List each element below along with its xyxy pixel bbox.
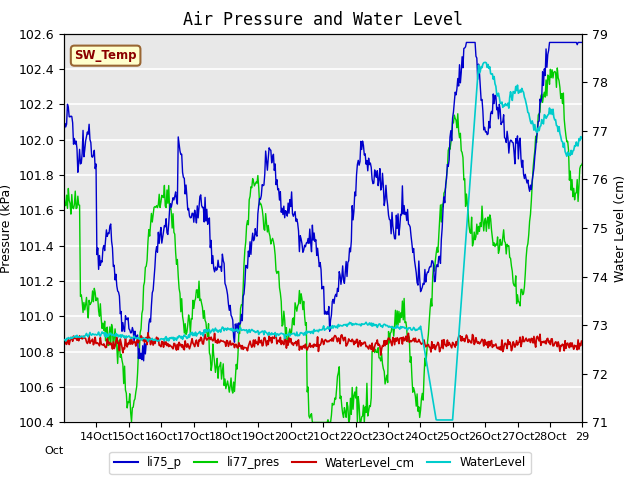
Legend: li75_p, li77_pres, WaterLevel_cm, WaterLevel: li75_p, li77_pres, WaterLevel_cm, WaterL… (109, 452, 531, 474)
Text: SW_Temp: SW_Temp (74, 49, 137, 62)
Y-axis label: Pressure (kPa): Pressure (kPa) (0, 183, 13, 273)
Text: Oct: Oct (45, 446, 64, 456)
Y-axis label: Water Level (cm): Water Level (cm) (614, 174, 627, 282)
Title: Air Pressure and Water Level: Air Pressure and Water Level (183, 11, 463, 29)
